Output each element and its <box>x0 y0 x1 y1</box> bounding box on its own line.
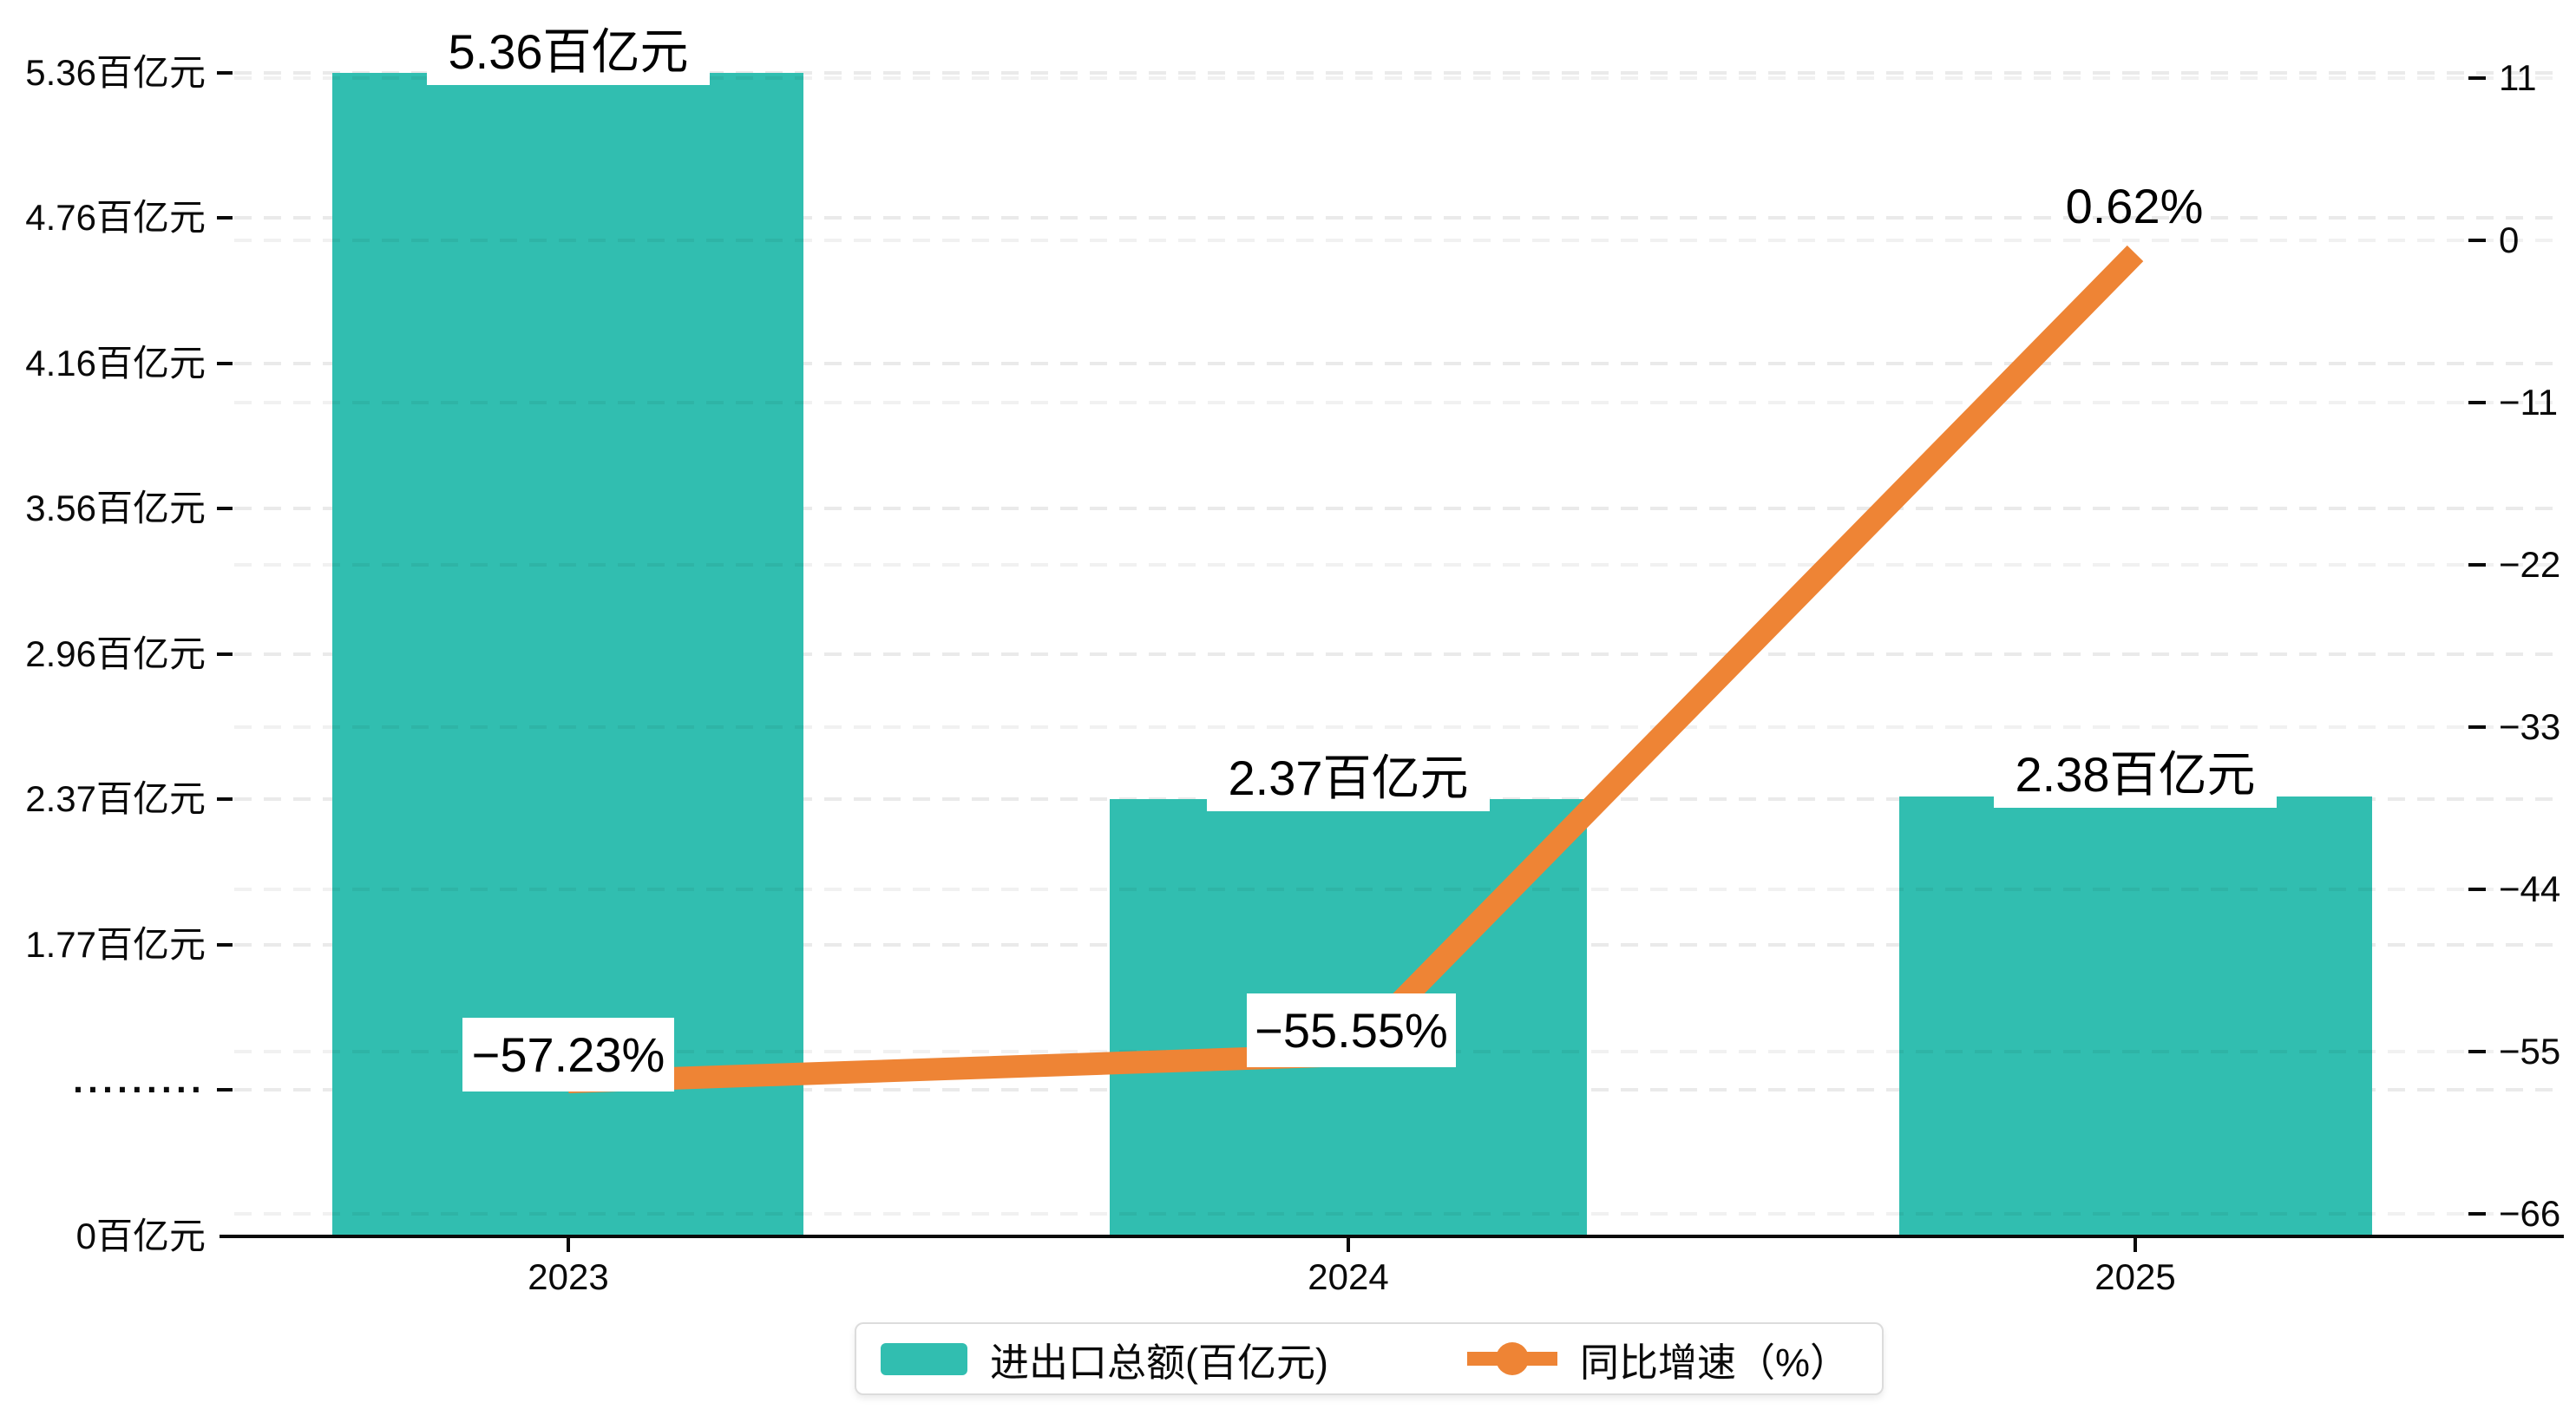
right-tick-mark <box>2468 401 2486 404</box>
x-axis-label-2023: 2023 <box>528 1256 609 1297</box>
bar-2025[interactable] <box>1899 796 2372 1236</box>
right-tick-mark <box>2468 1050 2486 1053</box>
gridline-right-axis <box>234 76 2564 80</box>
right-tick-mark <box>2468 1212 2486 1216</box>
left-axis-label: 3.56百亿元 <box>25 488 206 528</box>
x-tick-mark <box>2134 1238 2137 1252</box>
left-tick-mark <box>217 652 233 656</box>
gridline-right-axis <box>234 401 2564 404</box>
gridline-left-axis <box>234 652 2564 656</box>
right-tick-mark <box>2468 888 2486 891</box>
gridline-left-axis <box>234 507 2564 510</box>
bar-series-swatch-icon <box>881 1342 967 1375</box>
left-axis-label: 2.96百亿元 <box>25 633 206 674</box>
legend-item-line-series[interactable]: 同比增速（%） <box>1328 1331 1849 1387</box>
left-tick-mark <box>217 216 233 220</box>
line-value-label-2025: 0.62% <box>2065 178 2204 233</box>
legend-label-line-series: 同比增速（%） <box>1579 1340 1849 1385</box>
legend-item-bar-series[interactable]: 进出口总额(百亿元) <box>865 1331 1328 1387</box>
gridline-left-axis <box>234 216 2564 220</box>
x-axis-label-2025: 2025 <box>2094 1256 2176 1297</box>
x-tick-mark <box>567 1238 570 1252</box>
left-axis-label: 5.36百亿元 <box>25 52 206 93</box>
x-axis-label-2024: 2024 <box>1308 1256 1389 1297</box>
legend: 进出口总额(百亿元) 同比增速（%） <box>855 1322 1884 1395</box>
gridline-right-axis <box>234 1212 2564 1216</box>
right-axis-label: −11 <box>2499 382 2559 423</box>
gridline-left-axis <box>234 71 2564 75</box>
left-axis-label: 1.77百亿元 <box>25 924 206 965</box>
bar-value-label-2025: 2.38百亿元 <box>1994 734 2277 808</box>
bar-value-label-2023: 5.36百亿元 <box>427 11 710 85</box>
left-tick-mark <box>217 943 233 947</box>
right-tick-mark <box>2468 725 2486 729</box>
right-axis-label: −55 <box>2499 1031 2561 1072</box>
line-series-marker-icon <box>1466 1342 1557 1375</box>
left-axis-label: 4.16百亿元 <box>25 343 206 384</box>
left-tick-mark <box>217 797 233 801</box>
left-axis-label: 0百亿元 <box>75 1216 206 1256</box>
right-tick-mark <box>2468 76 2486 80</box>
right-axis-label: −66 <box>2499 1193 2561 1234</box>
bar-value-label-2024: 2.37百亿元 <box>1207 738 1490 811</box>
left-tick-mark <box>217 507 233 510</box>
gridline-right-axis <box>234 239 2564 242</box>
right-axis-label: −44 <box>2499 869 2561 909</box>
line-value-label-2023: −57.23% <box>462 1018 674 1092</box>
right-axis-label: −33 <box>2499 706 2561 747</box>
left-axis-label: 4.76百亿元 <box>25 197 206 238</box>
right-tick-mark <box>2468 239 2486 242</box>
left-axis-break-label: ········· <box>73 1069 206 1110</box>
left-axis-label: 2.37百亿元 <box>25 778 206 819</box>
left-tick-mark <box>217 1088 233 1092</box>
right-axis-label: 11 <box>2499 57 2537 98</box>
gridline-right-axis <box>234 725 2564 729</box>
x-axis-line <box>220 1235 2564 1238</box>
line-value-label-2024: −55.55% <box>1247 993 1456 1067</box>
gridline-right-axis <box>234 888 2564 891</box>
gridline-right-axis <box>234 563 2564 567</box>
gridline-left-axis <box>234 362 2564 365</box>
right-axis-label: −22 <box>2499 544 2561 585</box>
right-axis-label: 0 <box>2499 220 2520 260</box>
left-tick-mark <box>217 362 233 365</box>
right-tick-mark <box>2468 563 2486 567</box>
legend-label-bar-series: 进出口总额(百亿元) <box>990 1340 1328 1385</box>
x-tick-mark <box>1347 1238 1350 1252</box>
left-tick-mark <box>217 71 233 75</box>
